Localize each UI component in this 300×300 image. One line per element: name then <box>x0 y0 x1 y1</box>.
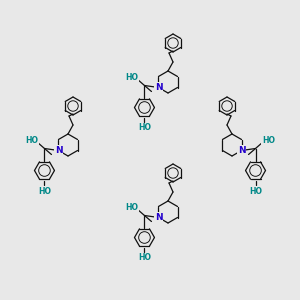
Text: HO: HO <box>262 136 275 145</box>
Text: N: N <box>238 146 245 155</box>
Text: HO: HO <box>138 254 151 262</box>
Text: HO: HO <box>249 187 262 196</box>
Text: HO: HO <box>25 136 38 145</box>
Text: N: N <box>155 83 162 92</box>
Text: N: N <box>155 213 162 222</box>
Text: HO: HO <box>125 73 138 82</box>
Text: HO: HO <box>138 124 151 133</box>
Text: HO: HO <box>38 187 51 196</box>
Text: N: N <box>55 146 62 155</box>
Text: HO: HO <box>125 203 138 212</box>
